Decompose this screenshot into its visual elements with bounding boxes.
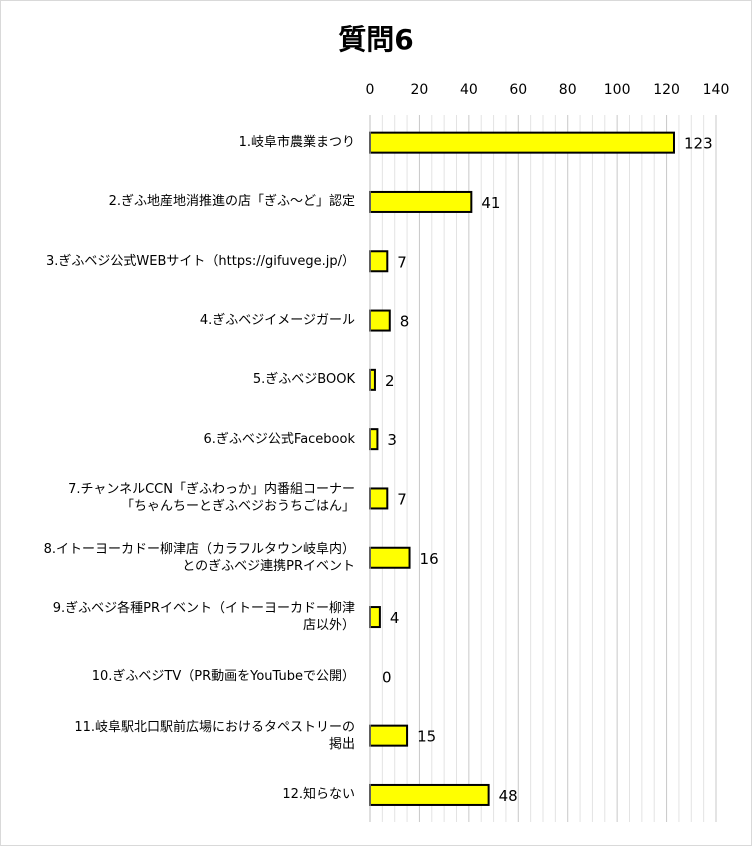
category-label: 10.ぎふベジTV（PR動画をYouTubeで公開）: [91, 668, 355, 684]
x-tick-label: 20: [411, 82, 429, 98]
category-label: 11.岐阜駅北口駅前広場におけるタペストリーの 掲出: [74, 719, 355, 752]
category-label: 2.ぎふ地産地消推進の店「ぎふ～ど」認定: [108, 194, 355, 210]
bar: [369, 368, 376, 391]
category-label: 5.ぎふベジBOOK: [252, 372, 355, 388]
x-tick-label: 60: [509, 82, 527, 98]
bar: [369, 131, 675, 154]
bar: [369, 428, 379, 451]
category-label: 7.チャンネルCCN「ぎふわっか」内番組コーナー 「ちゃんちーとぎふベジおうちご…: [68, 482, 355, 515]
x-tick-label: 100: [604, 82, 631, 98]
bar: [369, 250, 389, 273]
x-tick-label: 120: [653, 82, 680, 98]
category-label: 1.岐阜市農業まつり: [238, 135, 355, 151]
data-label: 3: [387, 431, 397, 449]
chart-title: 質問6: [338, 23, 414, 56]
data-label: 15: [417, 728, 436, 746]
data-label: 7: [397, 253, 407, 271]
category-label: 12.知らない: [282, 787, 355, 803]
category-label: 8.イトーヨーカドー柳津店（カラフルタウン岐阜内） とのぎふベジ連携PRイベント: [43, 541, 355, 574]
x-tick-label: 140: [703, 82, 730, 98]
bar: [369, 309, 391, 332]
data-label: 7: [397, 490, 407, 508]
category-label: 4.ぎふベジイメージガール: [199, 313, 355, 329]
data-label: 0: [382, 668, 392, 686]
bar: [369, 190, 473, 213]
bar: [369, 783, 490, 806]
data-label: 16: [420, 550, 439, 568]
data-label: 123: [684, 135, 713, 153]
data-label: 41: [481, 194, 500, 212]
bar: [369, 606, 381, 629]
data-label: 8: [400, 313, 410, 331]
data-label: 2: [385, 372, 395, 390]
data-label: 48: [499, 787, 518, 805]
x-tick-label: 80: [559, 82, 577, 98]
bar: [369, 487, 389, 510]
category-label: 6.ぎふベジ公式Facebook: [203, 431, 356, 447]
x-tick-label: 0: [366, 82, 375, 98]
data-label: 4: [390, 609, 400, 627]
x-tick-label: 40: [460, 82, 478, 98]
category-label: 3.ぎふベジ公式WEBサイト（https://gifuvege.jp/）: [46, 253, 355, 269]
bar: [369, 546, 411, 569]
category-label: 9.ぎふベジ各種PRイベント（イトーヨーカドー柳津 店以外）: [52, 601, 355, 634]
bar: [369, 724, 409, 747]
